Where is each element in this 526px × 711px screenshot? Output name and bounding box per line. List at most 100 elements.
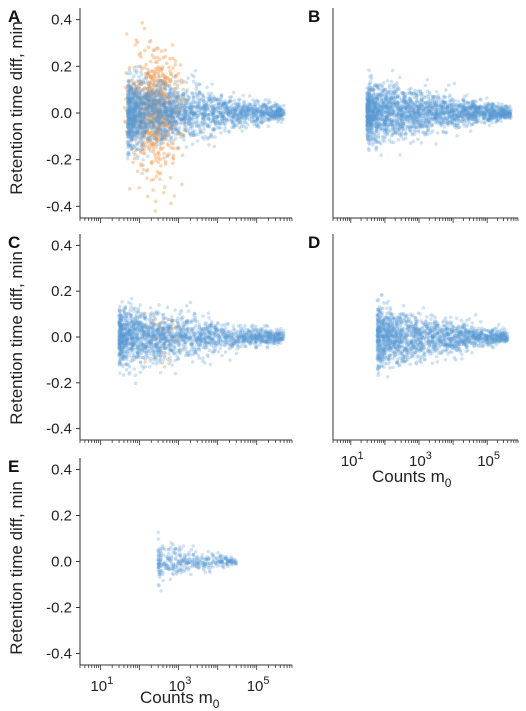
data-point	[146, 98, 150, 103]
data-point	[129, 118, 134, 122]
data-point	[219, 121, 224, 126]
data-point	[163, 91, 168, 95]
data-point	[126, 113, 131, 117]
data-point	[161, 134, 166, 138]
data-point	[151, 81, 155, 86]
data-point	[151, 142, 155, 146]
data-point	[157, 137, 162, 141]
data-point	[279, 120, 284, 125]
data-point	[136, 96, 140, 100]
data-point	[140, 121, 145, 125]
data-point	[211, 107, 215, 111]
data-point	[136, 83, 141, 87]
data-point	[140, 98, 145, 102]
data-point	[211, 116, 216, 120]
data-point	[133, 152, 137, 157]
data-point	[176, 145, 180, 150]
data-point	[157, 109, 161, 114]
data-point	[164, 79, 168, 84]
data-point	[169, 106, 173, 110]
data-point	[151, 110, 156, 115]
data-point	[169, 107, 174, 111]
data-point	[251, 110, 255, 114]
data-point	[152, 117, 157, 122]
data-point	[154, 137, 158, 142]
data-point	[150, 98, 154, 103]
data-point	[182, 109, 186, 114]
data-point	[150, 74, 155, 78]
data-point	[149, 78, 154, 82]
data-point	[231, 107, 235, 112]
data-point	[170, 123, 175, 127]
data-point	[165, 154, 169, 159]
data-point	[161, 91, 165, 96]
data-point	[131, 119, 135, 124]
data-point	[169, 113, 174, 118]
data-point	[138, 119, 143, 124]
data-point	[390, 68, 395, 73]
data-point	[151, 118, 155, 122]
data-point	[159, 101, 163, 105]
data-point	[122, 120, 127, 124]
data-point	[157, 100, 161, 104]
data-point	[141, 95, 145, 100]
data-point	[162, 98, 167, 102]
data-point	[160, 71, 165, 76]
data-point	[161, 146, 165, 150]
data-point	[146, 74, 151, 79]
data-point	[263, 98, 268, 102]
data-point	[176, 96, 181, 100]
data-point	[146, 81, 150, 86]
data-point	[195, 94, 200, 98]
data-point	[143, 113, 147, 117]
data-point	[154, 115, 158, 120]
data-point	[266, 111, 270, 116]
data-point	[159, 98, 163, 102]
data-point	[134, 132, 138, 136]
data-point	[441, 94, 446, 99]
data-point	[153, 108, 158, 113]
data-point	[131, 131, 136, 135]
data-point	[151, 109, 155, 113]
data-point	[175, 129, 179, 133]
data-point	[177, 102, 182, 106]
data-point	[168, 56, 172, 61]
data-point	[163, 83, 168, 88]
data-point	[143, 71, 148, 76]
data-point	[158, 74, 162, 78]
data-point	[165, 133, 169, 138]
data-point	[143, 143, 147, 147]
data-point	[173, 104, 178, 109]
data-point	[155, 107, 159, 111]
data-point	[154, 135, 159, 139]
data-point	[144, 169, 149, 173]
data-point	[162, 101, 166, 105]
data-point	[149, 102, 153, 107]
data-point	[133, 148, 138, 153]
data-point	[124, 32, 129, 36]
data-point	[150, 92, 154, 97]
data-point	[155, 55, 159, 60]
data-point	[153, 124, 157, 128]
data-point	[157, 152, 161, 157]
data-point	[153, 136, 157, 141]
data-point	[162, 73, 166, 78]
data-point	[146, 121, 150, 125]
data-point	[157, 128, 162, 132]
data-point	[252, 100, 256, 104]
data-point	[156, 160, 161, 164]
data-point	[169, 146, 174, 150]
data-point	[374, 146, 378, 150]
data-point	[189, 116, 194, 120]
data-point	[282, 108, 286, 112]
data-point	[146, 87, 150, 91]
data-point	[138, 113, 143, 117]
data-point	[168, 77, 173, 82]
data-point	[140, 111, 144, 115]
data-point	[146, 96, 150, 100]
data-point	[167, 127, 172, 131]
data-point	[132, 110, 137, 115]
data-point	[133, 118, 138, 123]
data-point	[143, 140, 147, 144]
data-point	[151, 110, 156, 114]
